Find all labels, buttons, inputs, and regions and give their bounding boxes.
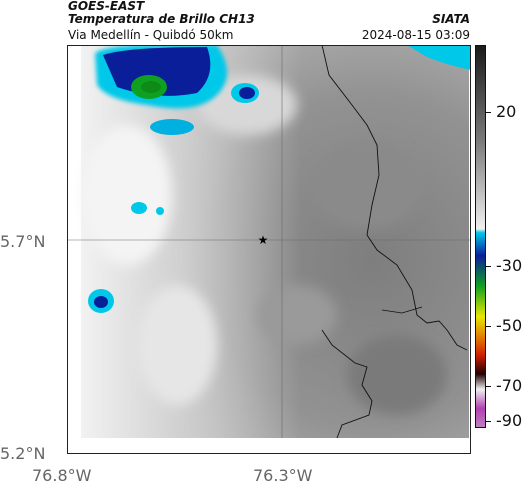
lon-label-76.3: 76.3°W — [253, 466, 313, 485]
map-border — [67, 45, 471, 454]
border-line — [321, 45, 468, 351]
cloud-cell-south — [88, 289, 114, 313]
satellite-map: ★ — [67, 45, 471, 454]
timestamp: 2024-08-15 03:09 — [361, 28, 470, 42]
cloud-cell-b — [156, 207, 164, 215]
location-star-icon: ★ — [258, 233, 269, 247]
cloud-cluster-north — [95, 45, 471, 135]
colorbar-tick — [486, 421, 491, 422]
colorbar-label-minus90: -90 — [496, 411, 523, 430]
gridline — [67, 45, 471, 438]
colorbar — [475, 45, 486, 428]
colorbar-label-minus70: -70 — [496, 376, 523, 395]
border-line — [321, 329, 373, 439]
satellite-title: GOES-EAST — [68, 0, 145, 13]
lon-label-76.8: 76.8°W — [32, 466, 92, 485]
texture — [82, 75, 447, 415]
product-title: Temperatura de Brillo CH13 — [68, 12, 255, 26]
colorbar-label-minus50: -50 — [496, 316, 523, 335]
colorbar-tick — [486, 112, 491, 113]
colorbar-tick — [486, 326, 491, 327]
cloud-cell-a — [131, 202, 147, 214]
lat-label-5.7: 5.7°N — [0, 232, 46, 251]
colorbar-label-minus30: -30 — [496, 256, 523, 275]
lat-label-5.2: 5.2°N — [0, 444, 46, 463]
colorbar-tick — [486, 386, 491, 387]
org-label: SIATA — [432, 12, 470, 26]
colorbar-label-20: 20 — [496, 102, 517, 121]
route-subtitle: Via Medellín - Quibdó 50km — [68, 28, 234, 42]
colorbar-tick — [486, 266, 491, 267]
border-line — [381, 306, 423, 314]
